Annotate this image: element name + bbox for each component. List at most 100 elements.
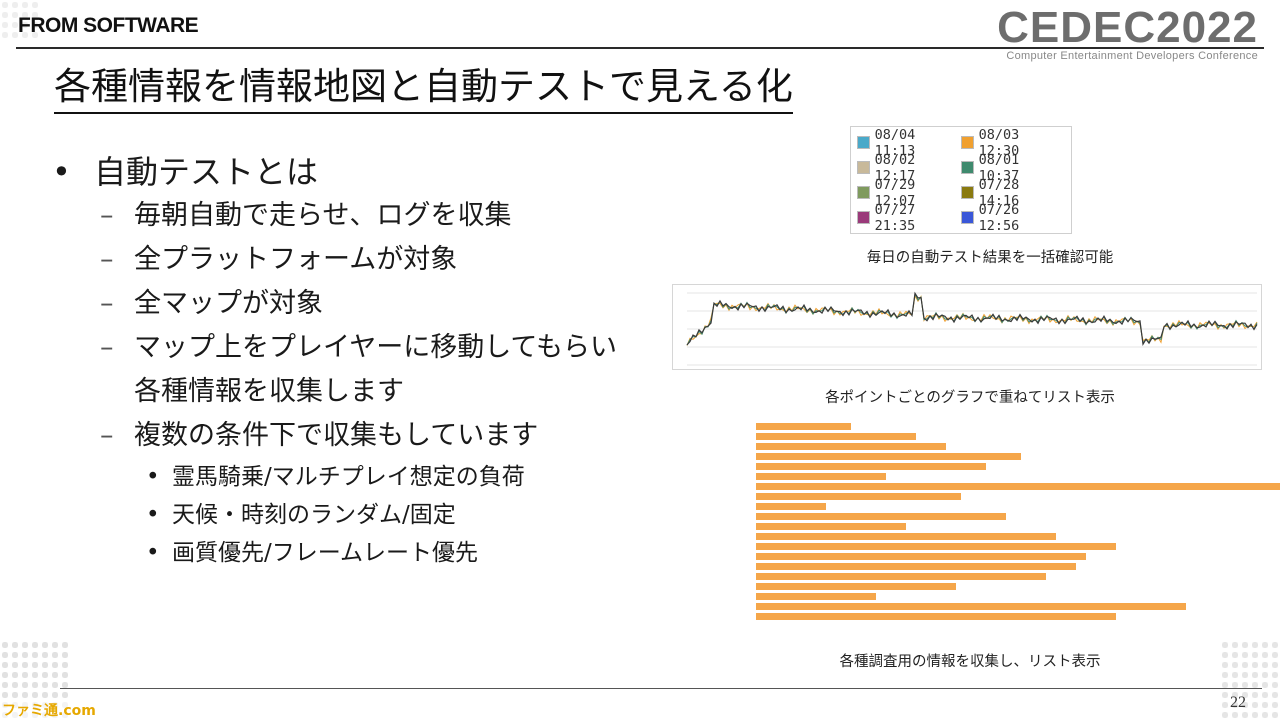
legend-swatch xyxy=(857,136,870,149)
info-list-bar xyxy=(756,473,886,480)
bullet-subsub: • 霊馬騎乗/マルチプレイ想定の負荷 xyxy=(146,458,672,496)
test-run-legend: 08/04 11:13 08/03 12:30 08/02 12:17 08/01 1… xyxy=(850,126,1072,234)
info-list-bar xyxy=(756,493,961,500)
info-list-bar xyxy=(756,553,1086,560)
info-list-row xyxy=(672,522,1258,531)
legend-label: 07/26 12:56 xyxy=(978,201,1020,234)
legend-row: 07/27 21:35 07/26 12:56 xyxy=(857,202,1065,234)
bullet-sub-text: 複数の条件下で収集もしています xyxy=(134,420,539,451)
info-list-row xyxy=(672,612,1258,621)
legend-row: 07/29 12:07 07/28 14:16 xyxy=(857,177,1065,209)
bullet-list: • 自動テストとは – 毎朝自動で走らせ、ログを収集 – 全プラットフォームが対象 –… xyxy=(52,150,672,572)
legend-item[interactable]: 08/04 11:13 xyxy=(857,127,961,159)
info-list-row xyxy=(672,552,1258,561)
info-list-bar xyxy=(756,513,1006,520)
info-list-bar xyxy=(756,463,986,470)
info-list-row xyxy=(672,532,1258,541)
legend-swatch xyxy=(961,136,974,149)
info-list-bar xyxy=(756,573,1046,580)
legend-item[interactable]: 07/28 14:16 xyxy=(961,177,1065,209)
bullet-sub: – 複数の条件下で収集もしています xyxy=(100,414,672,458)
event-logo: CEDEC2022 Computer Entertainment Develop… xyxy=(997,3,1258,63)
info-list-bar xyxy=(756,533,1056,540)
event-subtitle: Computer Entertainment Developers Confer… xyxy=(1006,50,1258,62)
legend-label: 07/27 21:35 xyxy=(874,201,916,234)
info-list-row xyxy=(672,502,1258,511)
bullet-sub-text: 全プラットフォームが対象 xyxy=(134,244,458,275)
legend-row: 08/02 12:17 08/01 10:37 xyxy=(857,152,1065,184)
bullet-sub-text-cont: 各種情報を収集します xyxy=(134,376,404,407)
info-list-row xyxy=(672,482,1280,491)
info-list-bar xyxy=(756,423,851,430)
info-list-row xyxy=(672,602,1258,611)
legend-label: 08/03 12:30 xyxy=(978,126,1020,159)
graph-series-line xyxy=(686,294,1258,346)
header-divider xyxy=(16,47,1264,49)
legend-row: 08/04 11:13 08/03 12:30 xyxy=(857,127,1065,159)
info-list-bar xyxy=(756,603,1186,610)
slide-title: 各種情報を情報地図と自動テストで見える化 xyxy=(54,64,793,114)
legend-item[interactable]: 08/03 12:30 xyxy=(961,127,1065,159)
bullet-subsub: • 画質優先/フレームレート優先 xyxy=(146,534,672,572)
bullet-main-text: 自動テストとは xyxy=(94,153,319,191)
info-list-row xyxy=(672,422,1258,431)
graph-caption: 各ポイントごとのグラフで重ねてリスト表示 xyxy=(825,390,1115,406)
bullet-sub: – 毎朝自動で走らせ、ログを収集 xyxy=(100,194,672,238)
info-list-row xyxy=(672,452,1258,461)
legend-swatch xyxy=(961,161,974,174)
bullet-sub: – マップ上をプレイヤーに移動してもらい 各種情報を収集します xyxy=(100,326,672,414)
legend-item[interactable]: 07/29 12:07 xyxy=(857,177,961,209)
legend-swatch xyxy=(961,186,974,199)
legend-label: 08/01 10:37 xyxy=(978,151,1020,184)
performance-graph xyxy=(686,291,1258,366)
bullet-subsub-text: 霊馬騎乗/マルチプレイ想定の負荷 xyxy=(172,464,525,490)
legend-item[interactable]: 08/01 10:37 xyxy=(961,152,1065,184)
legend-swatch xyxy=(857,186,870,199)
info-list-bar xyxy=(756,523,906,530)
legend-label: 07/29 12:07 xyxy=(874,176,916,209)
corner-decoration-top-left xyxy=(0,0,40,40)
watermark: ファミ通.com xyxy=(0,700,98,720)
legend-item[interactable]: 08/02 12:17 xyxy=(857,152,961,184)
table-caption: 各種調査用の情報を収集し、リスト表示 xyxy=(839,654,1101,670)
graph-series-line xyxy=(686,291,1258,346)
info-list-row xyxy=(672,442,1258,451)
info-list-bar xyxy=(756,583,956,590)
legend-item[interactable]: 07/27 21:35 xyxy=(857,202,961,234)
info-list-bar xyxy=(756,483,1280,490)
performance-graph-thumbnail xyxy=(672,284,1262,370)
bullet-sub: – 全マップが対象 xyxy=(100,282,672,326)
info-list-thumbnail xyxy=(672,412,1280,624)
bullet-main: • 自動テストとは xyxy=(52,150,672,194)
event-logo-text: CEDEC2022 xyxy=(997,3,1258,52)
footer-divider xyxy=(60,688,1262,689)
info-list-row xyxy=(672,542,1258,551)
legend-swatch xyxy=(961,211,974,224)
legend-swatch xyxy=(857,161,870,174)
info-list-bar xyxy=(756,613,1116,620)
legend-label: 08/02 12:17 xyxy=(874,151,916,184)
info-list-bar xyxy=(756,563,1076,570)
info-list-bar xyxy=(756,433,916,440)
legend-item[interactable]: 07/26 12:56 xyxy=(961,202,1065,234)
bullet-subsub: • 天候・時刻のランダム/固定 xyxy=(146,496,672,534)
legend-caption: 毎日の自動テスト結果を一括確認可能 xyxy=(866,250,1114,266)
bullet-sub-text: 全マップが対象 xyxy=(134,288,323,319)
bullet-sub: – 全プラットフォームが対象 xyxy=(100,238,672,282)
info-list-row xyxy=(672,512,1258,521)
bullet-sub-text: マップ上をプレイヤーに移動してもらい xyxy=(134,332,618,363)
info-list-row xyxy=(672,462,1258,471)
info-list-row xyxy=(672,432,1258,441)
info-list-bar xyxy=(756,503,826,510)
corner-decoration-bottom-right xyxy=(1220,640,1280,720)
info-list-bar xyxy=(756,453,1021,460)
info-list-row xyxy=(672,582,1258,591)
info-list-row xyxy=(672,492,1258,501)
info-list-bar xyxy=(756,543,1116,550)
info-list-row xyxy=(672,572,1258,581)
info-list-row xyxy=(672,592,1258,601)
info-list-bar xyxy=(756,593,876,600)
bullet-subsub-text: 画質優先/フレームレート優先 xyxy=(172,540,479,566)
legend-swatch xyxy=(857,211,870,224)
info-list-bar xyxy=(756,443,946,450)
